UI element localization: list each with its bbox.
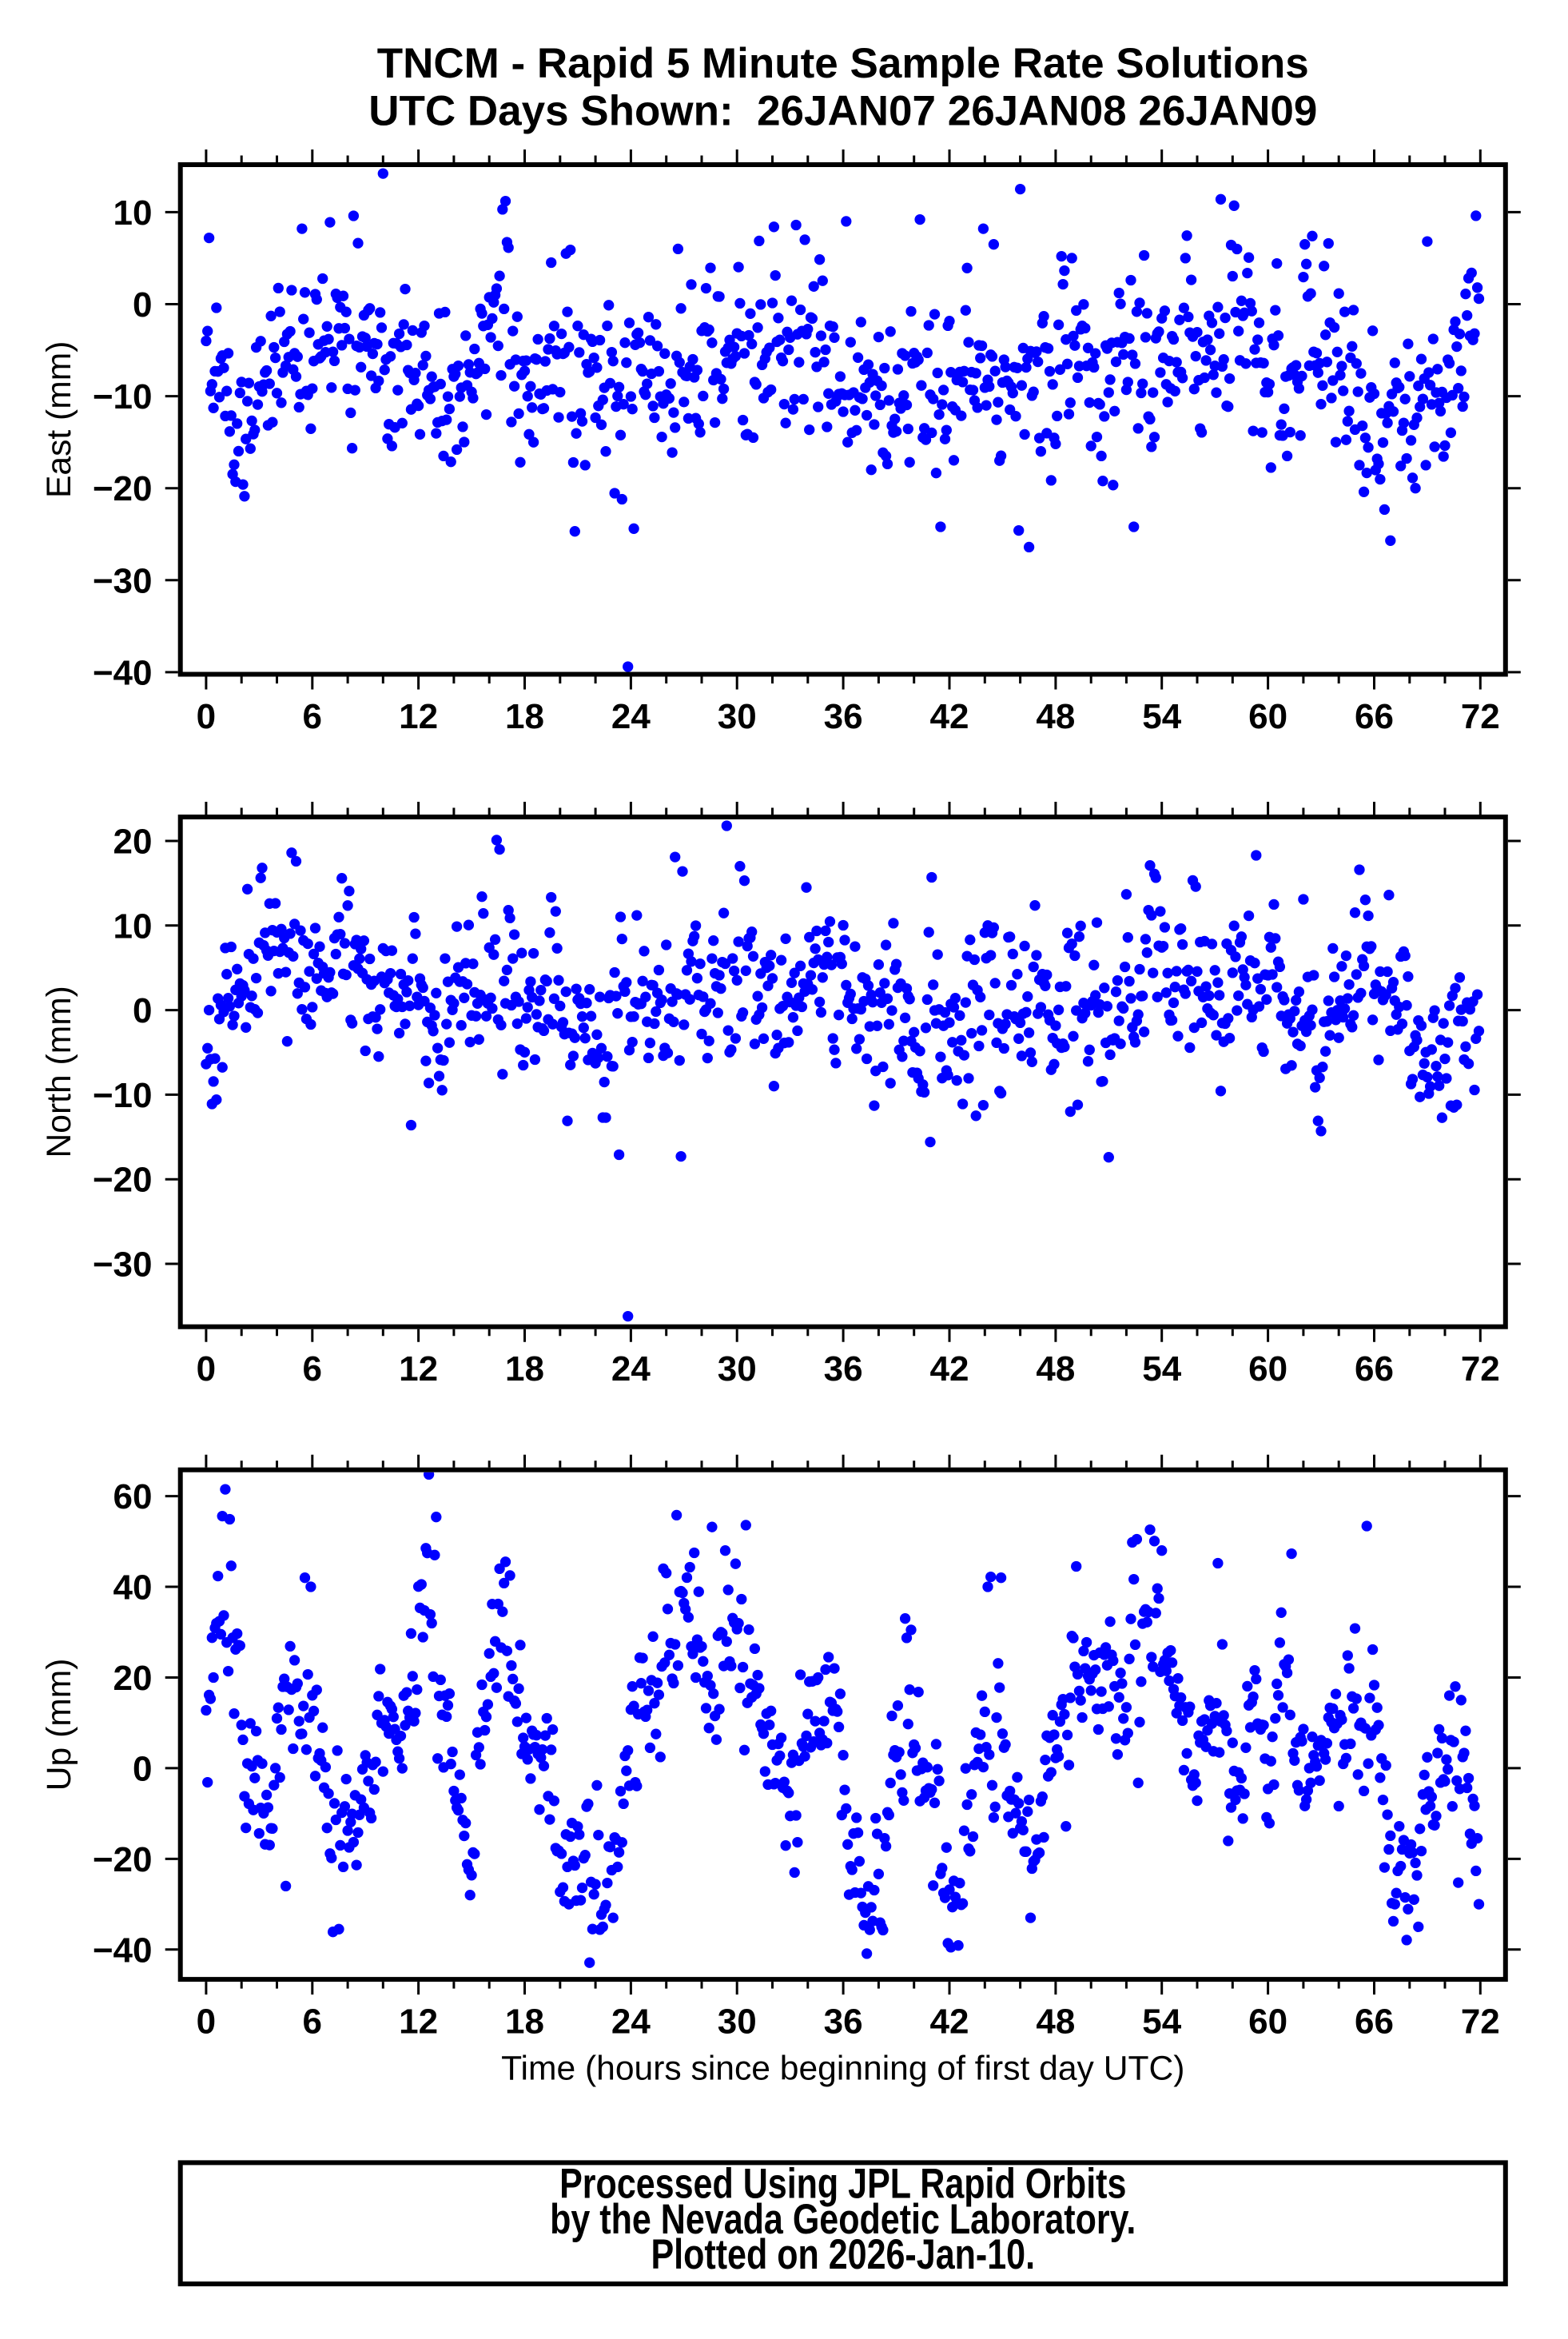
svg-text:0: 0 [133,991,152,1030]
svg-text:36: 36 [824,697,863,736]
svg-text:12: 12 [399,697,438,736]
svg-text:60: 60 [1248,2002,1287,2042]
svg-text:0: 0 [133,1749,152,1788]
svg-text:UTC Days Shown: 26JAN07 26JAN: UTC Days Shown: 26JAN07 26JAN08 26JAN09 [368,87,1317,134]
svg-text:20: 20 [113,823,153,862]
svg-text:36: 36 [824,2002,863,2042]
svg-text:0: 0 [197,1349,216,1389]
svg-text:30: 30 [718,697,757,736]
svg-text:−20: −20 [93,469,153,508]
svg-text:12: 12 [399,1349,438,1389]
svg-text:TNCM - Rapid 5 Minute Sample R: TNCM - Rapid 5 Minute Sample Rate Soluti… [377,40,1309,87]
svg-text:60: 60 [1248,697,1287,736]
svg-text:54: 54 [1142,2002,1181,2042]
svg-text:−10: −10 [93,1076,153,1115]
svg-text:72: 72 [1461,2002,1500,2042]
svg-text:−40: −40 [93,653,153,692]
svg-text:20: 20 [113,1659,153,1698]
svg-text:Processed Using JPL Rapid Orbi: Processed Using JPL Rapid Orbits [559,2160,1126,2207]
svg-text:24: 24 [611,2002,651,2042]
svg-text:48: 48 [1036,1349,1075,1389]
svg-text:−10: −10 [93,377,153,416]
svg-text:10: 10 [113,193,153,233]
svg-text:−40: −40 [93,1931,153,1970]
svg-text:East (mm): East (mm) [40,341,78,498]
svg-text:72: 72 [1461,697,1500,736]
svg-text:30: 30 [718,2002,757,2042]
svg-text:−30: −30 [93,1245,153,1285]
svg-text:0: 0 [133,285,152,325]
svg-text:60: 60 [1248,1349,1287,1389]
svg-text:Plotted on 2026-Jan-10.: Plotted on 2026-Jan-10. [651,2231,1035,2278]
svg-text:66: 66 [1355,2002,1394,2042]
svg-text:36: 36 [824,1349,863,1389]
svg-text:Time (hours since beginning of: Time (hours since beginning of first day… [501,2050,1184,2088]
svg-text:42: 42 [930,2002,969,2042]
svg-text:0: 0 [197,2002,216,2042]
svg-text:48: 48 [1036,2002,1075,2042]
svg-text:18: 18 [505,697,544,736]
svg-text:10: 10 [113,907,153,946]
svg-text:42: 42 [930,697,969,736]
svg-text:North (mm): North (mm) [40,986,78,1158]
svg-text:54: 54 [1142,697,1181,736]
svg-text:6: 6 [303,1349,322,1389]
svg-text:18: 18 [505,2002,544,2042]
svg-text:18: 18 [505,1349,544,1389]
svg-text:54: 54 [1142,1349,1181,1389]
svg-text:−20: −20 [93,1840,153,1879]
svg-text:−30: −30 [93,561,153,600]
svg-text:24: 24 [611,697,651,736]
svg-text:60: 60 [113,1477,153,1516]
svg-text:24: 24 [611,1349,651,1389]
svg-text:72: 72 [1461,1349,1500,1389]
svg-text:66: 66 [1355,1349,1394,1389]
svg-text:42: 42 [930,1349,969,1389]
svg-text:12: 12 [399,2002,438,2042]
svg-text:30: 30 [718,1349,757,1389]
svg-text:−20: −20 [93,1161,153,1200]
svg-text:6: 6 [303,2002,322,2042]
svg-text:Up (mm): Up (mm) [40,1659,78,1791]
svg-text:0: 0 [197,697,216,736]
svg-text:48: 48 [1036,697,1075,736]
svg-text:by the Nevada Geodetic Laborat: by the Nevada Geodetic Laboratory. [550,2196,1136,2243]
svg-text:6: 6 [303,697,322,736]
svg-text:66: 66 [1355,697,1394,736]
svg-text:40: 40 [113,1568,153,1608]
